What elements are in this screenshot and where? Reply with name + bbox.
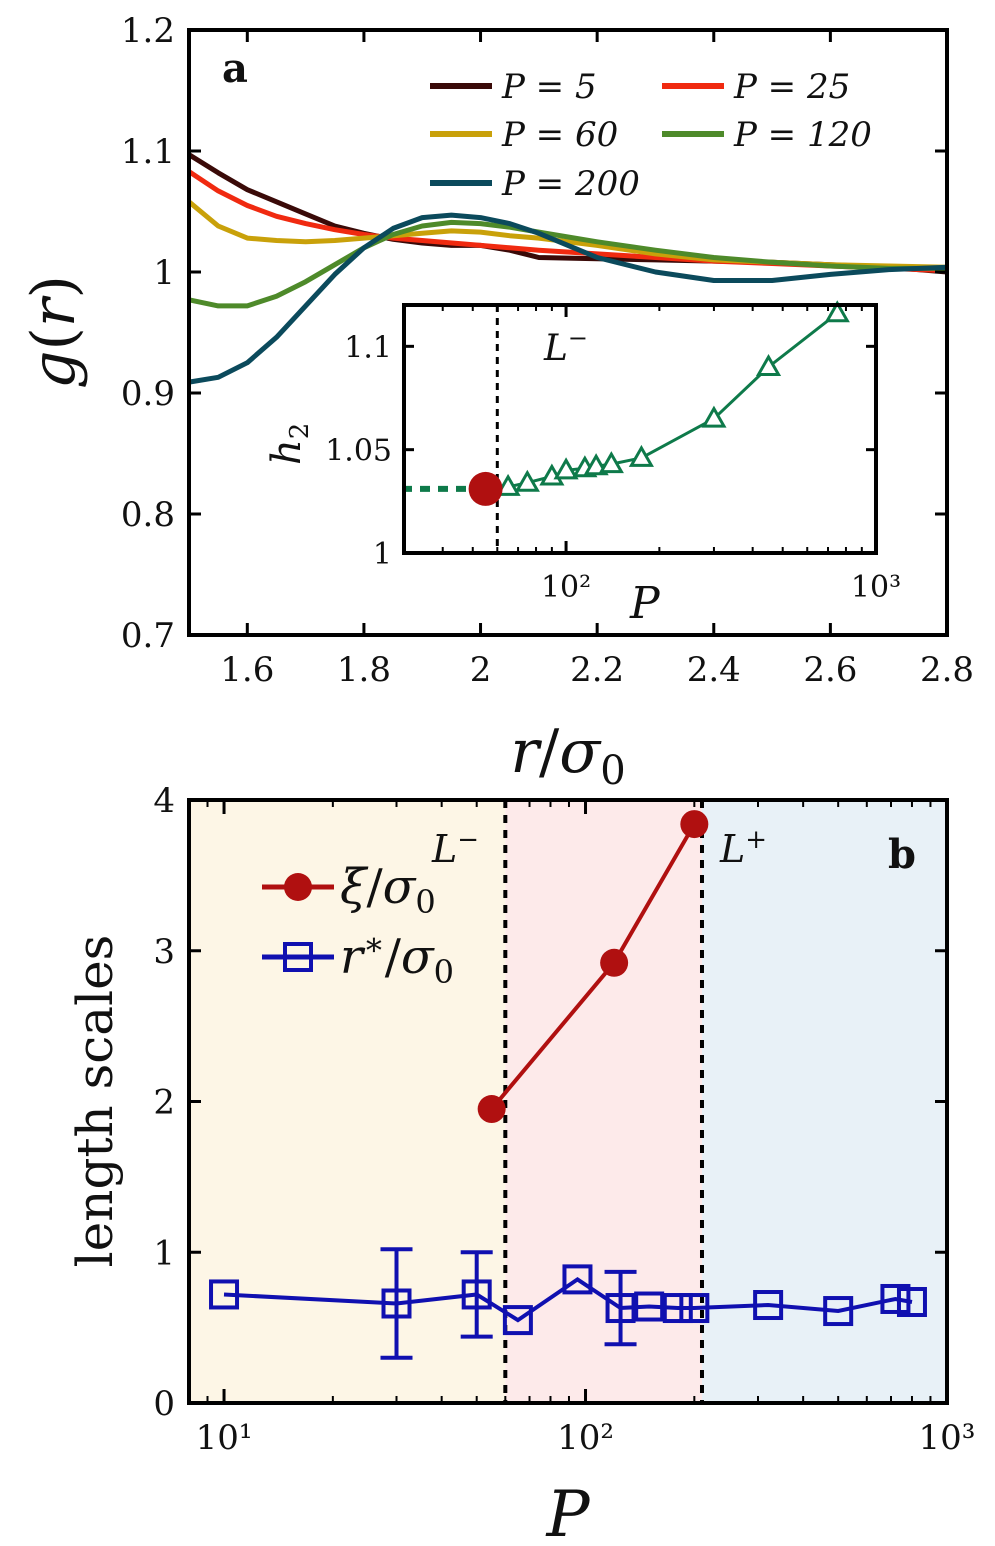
- inset-triangle-marker: [598, 451, 624, 474]
- panel-a-x-axis-title: r/σ0: [510, 717, 625, 794]
- inset-ticks: 1 1.05 1.1 10² 10³: [325, 305, 901, 605]
- inset-y-axis-title: h2: [264, 423, 315, 465]
- inset-triangle-marker: [514, 469, 540, 492]
- b-x-tick-label: 10²: [557, 1418, 614, 1458]
- rstar-marker: [896, 1286, 927, 1317]
- inset-marks: [402, 300, 850, 553]
- inset-triangle-marker: [553, 457, 579, 480]
- inset-x-axis-title: P: [629, 578, 661, 629]
- panel-a-ticks: 1.6 1.8 2 2.2 2.4 2.6 2.8 0.7 0.8 0.9 1 1.1 1.2: [121, 11, 974, 690]
- legend-label-3: P = 120: [733, 115, 872, 155]
- rstar-marker: [502, 1305, 533, 1336]
- panel-b-vlines: [503, 800, 704, 1403]
- legend-label-4: P = 200: [501, 164, 640, 204]
- b-y-tick-label: 1: [153, 1233, 175, 1273]
- inset-frame: [402, 303, 878, 555]
- legend-label-1: P = 25: [733, 67, 850, 107]
- y-tick-label: 1.1: [121, 132, 175, 172]
- legend-marker-xi: [284, 873, 312, 901]
- series-line-3: [188, 219, 947, 309]
- legend-label-rstar: r∗/σ0: [340, 925, 454, 991]
- rstar-marker: [605, 1293, 636, 1324]
- panel-b: 0 1 2 3 4 10¹ 10² 10³ b L− L+ ξ/σ0 r∗/σ0 P leng…: [66, 781, 975, 1546]
- x-tick-label: 2: [470, 650, 492, 690]
- panel-a-legend: P = 5 P = 25 P = 60 P = 120 P = 200: [430, 67, 872, 204]
- inset-x-tick-label: 10³: [851, 570, 901, 605]
- b-y-tick-label: 0: [153, 1384, 175, 1424]
- legend-label-0: P = 5: [501, 67, 597, 107]
- legend-label-xi: ξ/σ0: [340, 859, 436, 921]
- rstar-marker: [753, 1290, 784, 1321]
- panel-a-label: a: [222, 45, 248, 92]
- b-x-tick-label: 10³: [919, 1418, 976, 1458]
- x-tick-label: 1.6: [220, 650, 274, 690]
- rstar-marker: [634, 1291, 665, 1322]
- panel-a-frame: [187, 28, 949, 637]
- panel-a-series-group: [187, 152, 948, 385]
- x-tick-label: 1.8: [337, 650, 391, 690]
- x-tick-label: 2.4: [687, 650, 741, 690]
- region-1: [505, 800, 702, 1403]
- series-rstar-line: [223, 1276, 913, 1323]
- panel-b-vline-label-lminus: L−: [431, 825, 479, 871]
- inset-background: [404, 305, 876, 553]
- xi-marker: [477, 1095, 506, 1124]
- b-x-tick-label: 10¹: [196, 1418, 253, 1458]
- rstar-marker: [662, 1293, 693, 1324]
- y-tick-label: 0.7: [121, 616, 175, 656]
- legend-marker-rstar: [283, 942, 313, 972]
- legend-label-2: P = 60: [501, 115, 618, 155]
- y-tick-label: 1.2: [121, 11, 175, 51]
- inset-circle-marker: [468, 471, 503, 506]
- inset-triangle-marker: [701, 405, 727, 428]
- inset-triangle-marker: [628, 444, 654, 467]
- inset-y-tick-label: 1.1: [344, 330, 392, 365]
- rstar-marker: [209, 1279, 240, 1310]
- panel-b-y-axis-title: length scales: [66, 935, 124, 1268]
- panel-a: 1.6 1.8 2 2.2 2.4 2.6 2.8 0.7 0.8 0.9 1 1.1 1.2 a P …: [19, 11, 974, 794]
- inset-triangle-marker: [824, 300, 850, 323]
- panel-a-y-axis-title: g(r): [19, 275, 89, 389]
- x-tick-label: 2.6: [803, 650, 857, 690]
- panel-b-label: b: [888, 831, 916, 878]
- inset-vline-label: L−: [543, 324, 588, 369]
- rstar-marker: [461, 1279, 492, 1310]
- y-tick-label: 0.9: [121, 374, 175, 414]
- x-tick-label: 2.2: [570, 650, 624, 690]
- y-tick-label: 1: [153, 253, 175, 293]
- panel-b-ticks: 0 1 2 3 4 10¹ 10² 10³: [153, 781, 975, 1458]
- rstar-marker: [679, 1293, 710, 1324]
- inset-chart: 1 1.05 1.1 10² 10³ L− P h2: [264, 300, 901, 629]
- panel-b-series-group: [209, 810, 927, 1360]
- panel-b-legend: ξ/σ0 r∗/σ0: [262, 859, 454, 991]
- rstar-marker: [823, 1296, 854, 1327]
- inset-x-tick-label: 10²: [541, 570, 591, 605]
- inset-y-tick-label: 1: [373, 537, 392, 572]
- b-y-tick-label: 3: [153, 932, 175, 972]
- inset-triangle-marker: [755, 353, 782, 376]
- rstar-marker: [381, 1288, 412, 1319]
- rstar-marker: [880, 1283, 911, 1314]
- panel-b-vline-label-lplus: L+: [719, 825, 767, 871]
- b-y-tick-label: 4: [153, 781, 175, 821]
- inset-y-tick-label: 1.05: [325, 434, 392, 469]
- panel-b-x-axis-title: P: [545, 1478, 590, 1546]
- x-tick-label: 2.8: [920, 650, 974, 690]
- b-y-tick-label: 2: [153, 1083, 175, 1123]
- y-tick-label: 0.8: [121, 495, 175, 535]
- xi-marker: [680, 810, 709, 839]
- rstar-marker: [562, 1264, 593, 1295]
- xi-marker: [600, 948, 629, 977]
- inset-triangle-marker: [495, 473, 521, 496]
- series-line-4: [188, 212, 948, 385]
